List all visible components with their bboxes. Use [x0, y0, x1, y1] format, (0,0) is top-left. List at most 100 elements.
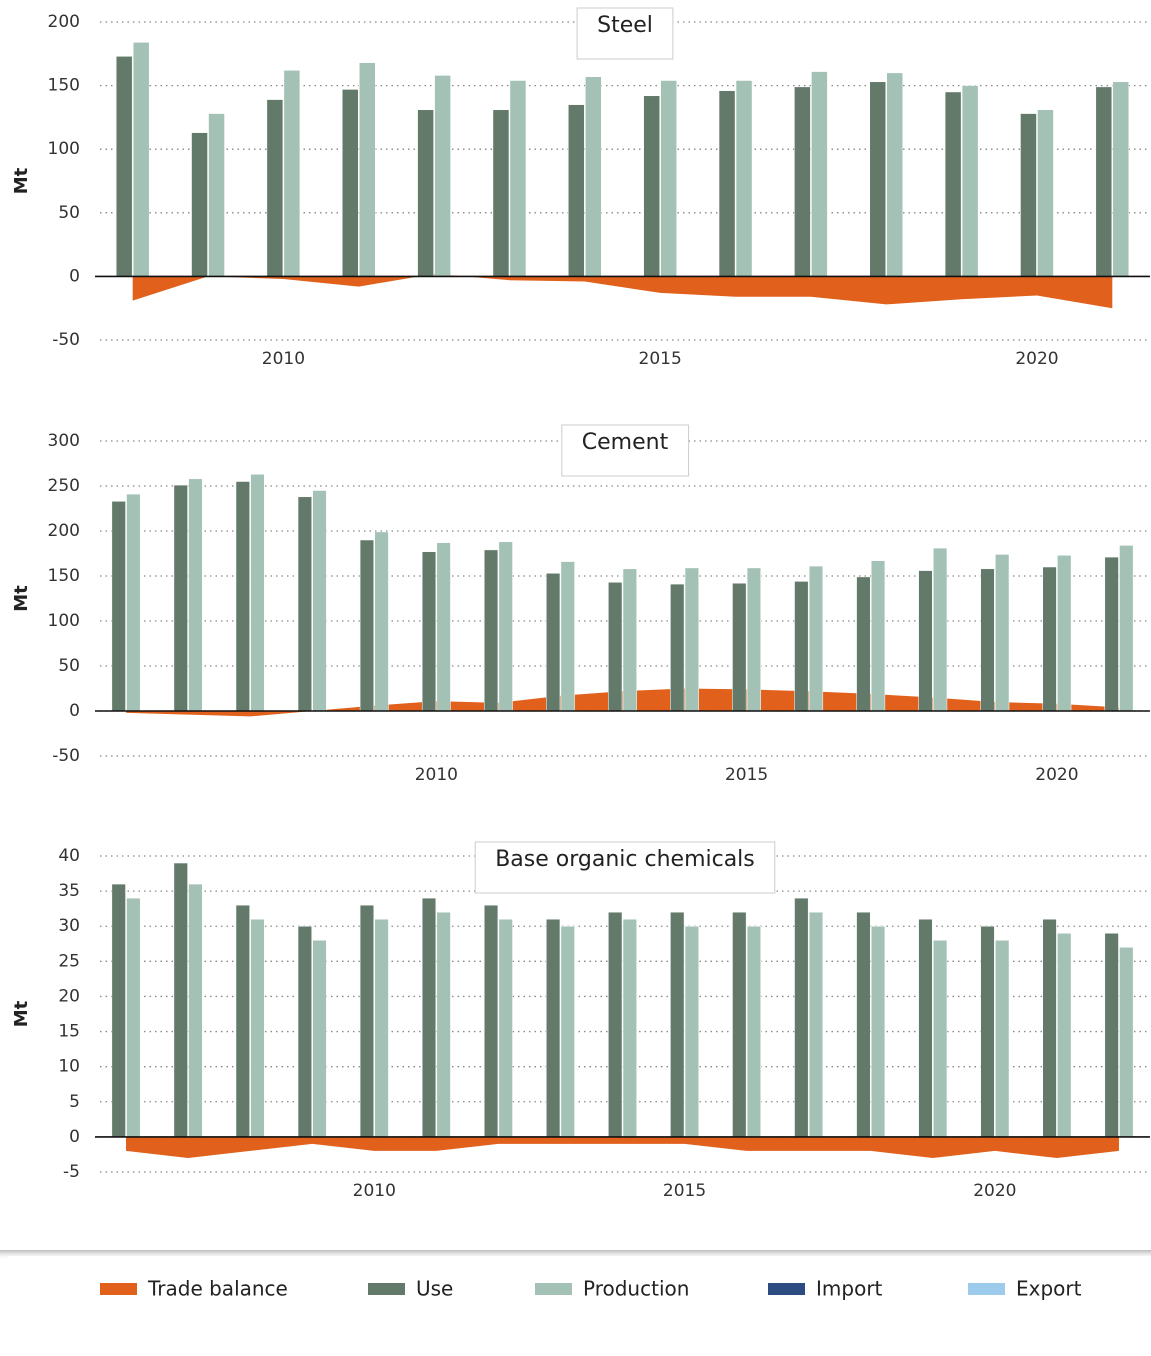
- legend-swatch: [100, 1283, 137, 1295]
- bar: [811, 71, 828, 277]
- bar: [483, 904, 499, 1138]
- bar: [250, 918, 265, 1138]
- y-tick-label: 5: [69, 1092, 80, 1112]
- bar: [568, 104, 585, 277]
- bar: [746, 567, 762, 712]
- bar: [1042, 918, 1057, 1138]
- bar: [933, 547, 948, 712]
- bar: [794, 897, 809, 1138]
- bar: [374, 531, 389, 712]
- y-tick-label: 0: [69, 266, 80, 286]
- bar: [1042, 566, 1057, 712]
- y-tick-label: 100: [48, 139, 80, 159]
- title-box: [576, 7, 674, 60]
- bar: [856, 911, 871, 1138]
- bar: [746, 925, 762, 1138]
- legend-label: Trade balance: [147, 1277, 288, 1301]
- bar: [235, 904, 250, 1138]
- bar: [670, 583, 685, 712]
- bar: [608, 582, 623, 712]
- bar: [933, 940, 948, 1138]
- bar: [312, 490, 327, 712]
- y-tick-label: -50: [52, 330, 80, 350]
- legend-label: Import: [816, 1277, 883, 1301]
- y-tick-label: 25: [58, 951, 80, 971]
- y-tick-label: 0: [69, 701, 80, 721]
- x-tick-label: 2010: [415, 765, 458, 785]
- bar: [660, 80, 677, 277]
- y-axis-label: Mt: [11, 1000, 32, 1027]
- bar: [870, 560, 886, 712]
- legend-label: Production: [583, 1277, 689, 1301]
- bar: [188, 478, 203, 712]
- bar: [794, 86, 811, 277]
- trade-balance-area: [132, 273, 1113, 309]
- bar: [918, 570, 933, 712]
- legend-swatch: [768, 1283, 805, 1295]
- y-tick-label: 30: [58, 916, 80, 936]
- title-box: [561, 424, 690, 477]
- bar: [173, 484, 188, 712]
- bar: [560, 925, 575, 1138]
- bar: [509, 80, 527, 277]
- bar: [870, 925, 886, 1138]
- bar: [546, 573, 561, 712]
- x-tick-label: 2010: [353, 1181, 396, 1201]
- bar: [266, 99, 284, 277]
- bar: [608, 911, 623, 1138]
- y-tick-label: 35: [58, 881, 80, 901]
- bar: [961, 85, 979, 277]
- bar: [359, 539, 375, 712]
- y-tick-label: 10: [58, 1057, 80, 1077]
- bar: [732, 582, 747, 712]
- bar: [132, 42, 150, 277]
- y-tick-label: 200: [48, 12, 80, 32]
- y-tick-label: 40: [58, 846, 80, 866]
- bar: [808, 911, 824, 1138]
- bar: [980, 925, 995, 1138]
- bar: [283, 70, 301, 277]
- bar: [643, 95, 660, 277]
- bar: [208, 113, 225, 277]
- bar: [1095, 86, 1113, 277]
- legend-swatch: [535, 1283, 572, 1295]
- y-tick-label: 200: [48, 521, 80, 541]
- bar: [126, 897, 141, 1138]
- bar: [1119, 545, 1134, 712]
- bar: [995, 940, 1010, 1138]
- bar: [188, 883, 203, 1138]
- bar: [869, 81, 886, 277]
- bar: [980, 568, 995, 712]
- bar: [421, 897, 437, 1138]
- bar: [732, 911, 747, 1138]
- bar: [434, 75, 451, 277]
- bar: [718, 90, 736, 277]
- bar: [622, 918, 637, 1138]
- y-tick-label: 50: [58, 656, 80, 676]
- trade-balance-area: [126, 688, 1119, 717]
- bar: [342, 89, 359, 277]
- bar: [436, 542, 451, 712]
- y-tick-label: 0: [69, 1127, 80, 1147]
- bar: [111, 501, 126, 712]
- bar: [498, 918, 513, 1138]
- y-tick-label: 150: [48, 76, 80, 96]
- bar: [492, 109, 510, 277]
- chart-title: Steel: [597, 13, 653, 38]
- legend-shadow: [0, 1250, 1151, 1260]
- y-tick-label: 50: [58, 203, 80, 223]
- chart-title: Base organic chemicals: [495, 847, 755, 872]
- x-tick-label: 2020: [1035, 765, 1078, 785]
- bar: [1112, 81, 1130, 277]
- legend-box: [8, 1256, 1151, 1356]
- bar: [794, 581, 809, 712]
- x-tick-label: 2020: [973, 1181, 1016, 1201]
- title-box: [474, 841, 776, 894]
- bar: [1057, 932, 1072, 1138]
- bar: [1057, 555, 1072, 712]
- bar: [585, 76, 602, 277]
- bar: [359, 904, 375, 1138]
- bar: [1104, 932, 1119, 1138]
- y-tick-label: 20: [58, 986, 80, 1006]
- bar: [1037, 109, 1054, 277]
